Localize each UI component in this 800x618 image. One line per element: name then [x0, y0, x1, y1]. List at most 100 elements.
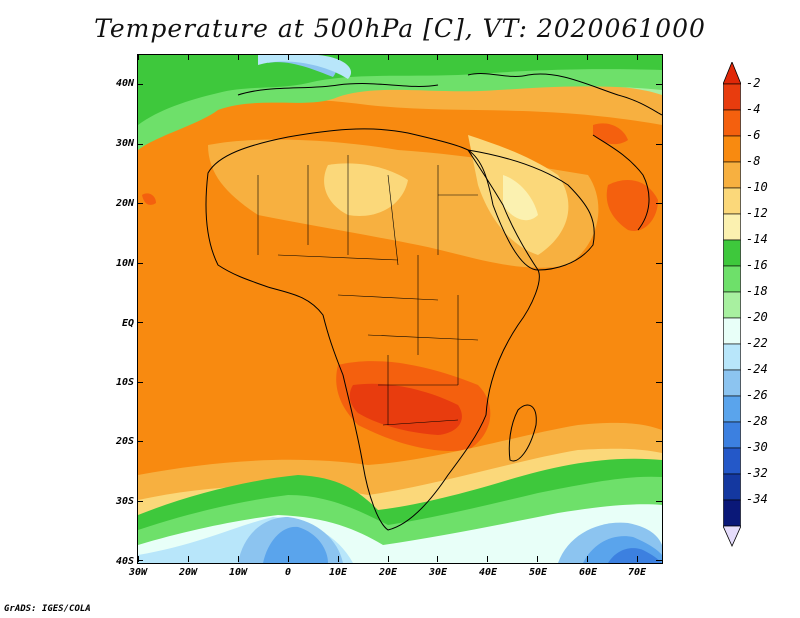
axis-tick — [287, 556, 289, 562]
x-label-50e: 50E — [528, 567, 548, 578]
y-label-10n: 10N — [115, 258, 134, 269]
colorbar-segment — [723, 135, 741, 163]
y-label-30s: 30S — [115, 496, 134, 507]
colorbar-label: -26 — [746, 388, 768, 402]
colorbar-label: -2 — [746, 76, 761, 90]
axis-tick — [587, 556, 589, 562]
colorbar-bottom-arrow — [723, 525, 741, 547]
colorbar-label: -30 — [746, 440, 768, 454]
colorbar — [723, 62, 741, 547]
field-hot-safrica — [349, 383, 462, 435]
axis-tick — [537, 54, 539, 60]
colorbar-label: -18 — [746, 284, 768, 298]
field-lgreen-north — [138, 55, 662, 125]
colorbar-segment — [723, 395, 741, 423]
colorbar-segment — [723, 83, 741, 111]
axis-tick — [587, 54, 589, 60]
axis-tick — [656, 441, 662, 442]
axis-tick — [137, 441, 143, 442]
chart-title: Temperature at 500hPa [C], VT: 202006100… — [94, 14, 706, 43]
axis-tick — [437, 556, 439, 562]
axis-tick — [656, 203, 662, 204]
colorbar-segment — [723, 343, 741, 371]
y-label-20n: 20N — [115, 198, 134, 209]
colorbar-label: -22 — [746, 336, 768, 350]
axis-tick — [237, 556, 239, 562]
y-label-eq: EQ — [121, 318, 134, 329]
colorbar-label: -6 — [746, 128, 761, 142]
axis-tick — [437, 54, 439, 60]
colorbar-label: -28 — [746, 414, 768, 428]
axis-tick — [137, 500, 143, 502]
axis-tick — [337, 556, 339, 562]
axis-tick — [387, 54, 389, 60]
colorbar-segment — [723, 317, 741, 345]
colorbar-label: -20 — [746, 310, 768, 324]
axis-tick — [637, 556, 638, 562]
axis-tick — [537, 556, 539, 562]
colorbar-label: -34 — [746, 492, 768, 506]
field-pale-arabia — [503, 175, 538, 221]
x-label-60e: 60E — [578, 567, 598, 578]
colorbar-segment — [723, 499, 741, 527]
map-area — [137, 54, 663, 564]
colorbar-label: -24 — [746, 362, 768, 376]
axis-tick — [656, 262, 662, 264]
colorbar-segment — [723, 213, 741, 241]
x-label-10e: 10E — [328, 567, 348, 578]
axis-tick — [656, 143, 662, 145]
colorbar-label: -10 — [746, 180, 768, 194]
x-label-40e: 40E — [478, 567, 498, 578]
y-label-30n: 30N — [115, 138, 134, 149]
axis-tick — [656, 500, 662, 502]
y-label-20s: 20S — [115, 436, 134, 447]
x-label-20e: 20E — [378, 567, 398, 578]
colorbar-label: -4 — [746, 102, 761, 116]
colorbar-segment — [723, 161, 741, 189]
footer-credit: GrADS: IGES/COLA — [4, 604, 91, 614]
axis-tick — [656, 381, 662, 383]
x-label-10w: 10W — [228, 567, 248, 578]
axis-tick — [187, 556, 189, 562]
axis-tick — [137, 560, 143, 561]
axis-tick — [138, 556, 139, 562]
colorbar-segment — [723, 421, 741, 449]
field-lblue-north — [258, 55, 352, 79]
axis-tick — [387, 556, 389, 562]
y-label-40n: 40N — [115, 78, 134, 89]
colorbar-label: -32 — [746, 466, 768, 480]
colorbar-label: -8 — [746, 154, 761, 168]
axis-tick — [487, 54, 489, 60]
axis-tick — [137, 203, 143, 204]
colorbar-segment — [723, 291, 741, 319]
x-label-0: 0 — [284, 567, 292, 578]
axis-tick — [137, 84, 143, 85]
x-label-30w: 30W — [128, 567, 148, 578]
colorbar-label: -14 — [746, 232, 768, 246]
axis-tick — [287, 54, 289, 60]
colorbar-segment — [723, 187, 741, 215]
field-hot-afg — [593, 123, 628, 145]
x-label-30e: 30E — [428, 567, 448, 578]
field-hot-atl — [142, 193, 156, 205]
colorbar-segment — [723, 265, 741, 293]
axis-tick — [637, 54, 638, 60]
colorbar-label: -16 — [746, 258, 768, 272]
axis-tick — [237, 54, 239, 60]
colorbar-segment — [723, 473, 741, 501]
x-label-20w: 20W — [178, 567, 198, 578]
field-light-sahara — [324, 163, 408, 216]
colorbar-label: -12 — [746, 206, 768, 220]
field-darkblue-south2 — [608, 548, 662, 563]
axis-tick — [137, 322, 143, 323]
temperature-map — [138, 55, 662, 563]
axis-tick — [137, 143, 143, 145]
axis-tick — [337, 54, 339, 60]
axis-tick — [138, 54, 139, 60]
x-label-70e: 70E — [627, 567, 647, 578]
axis-tick — [187, 54, 189, 60]
y-label-40s: 40S — [115, 556, 134, 567]
colorbar-segment — [723, 447, 741, 475]
axis-tick — [656, 84, 662, 85]
axis-tick — [487, 556, 489, 562]
